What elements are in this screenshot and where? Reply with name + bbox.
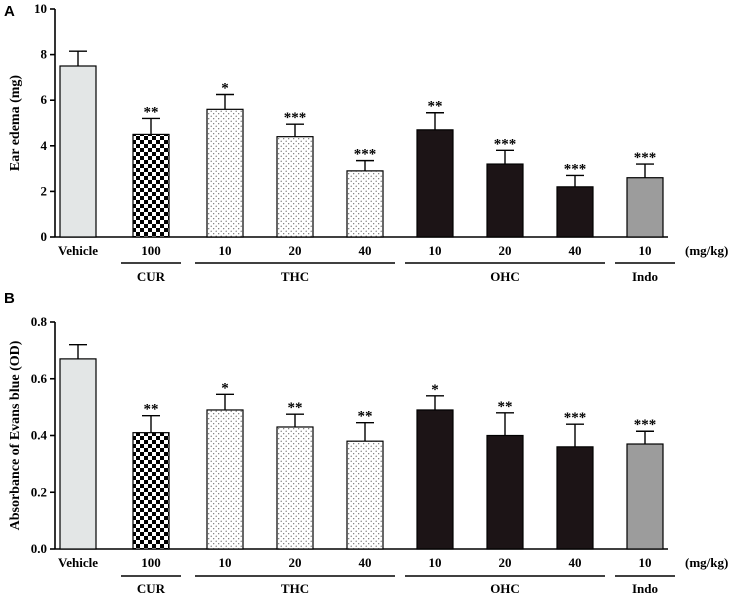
chart-panel-b: 0.0 0.2 0.4 0.6 0.8 Absorbance of Evans blue … — [8, 314, 728, 596]
y-tick-label: 0.2 — [31, 484, 47, 499]
y-tick-label: 8 — [41, 47, 48, 62]
bar — [132, 133, 170, 238]
y-axis-title: Absorbance of Evans blue (OD) — [8, 340, 23, 530]
bar — [556, 446, 594, 550]
group-label: THC — [281, 581, 309, 596]
x-tick-label: Vehicle — [58, 555, 98, 570]
group-label: OHC — [490, 269, 520, 284]
significance-marker: ** — [358, 409, 373, 425]
y-tick-label: 0.0 — [31, 541, 47, 556]
significance-marker: * — [431, 382, 439, 398]
x-tick-label: 10 — [639, 555, 652, 570]
significance-marker: * — [221, 380, 229, 396]
significance-marker: ** — [144, 402, 159, 418]
significance-marker: ** — [428, 99, 443, 115]
x-tick-label: 40 — [359, 555, 372, 570]
x-tick-label: 20 — [289, 555, 302, 570]
panel-label-a: A — [4, 3, 15, 20]
significance-marker: ** — [288, 400, 303, 416]
bar — [556, 186, 594, 238]
chart-panel-a: 0 2 4 6 8 10 Ear edema (mg) Vehicle ** 100 * 10 *** 2… — [8, 1, 728, 284]
group-label: CUR — [137, 269, 166, 284]
y-tick-label: 4 — [41, 138, 48, 153]
y-tick-label: 0 — [41, 229, 48, 244]
dose-unit-label: (mg/kg) — [685, 555, 728, 570]
bar — [486, 434, 524, 550]
significance-marker: *** — [564, 410, 587, 426]
group-label: CUR — [137, 581, 166, 596]
significance-marker: *** — [494, 136, 517, 152]
y-tick-label: 6 — [41, 92, 48, 107]
bar — [276, 136, 314, 238]
x-tick-label: 40 — [359, 243, 372, 258]
x-tick-label: 10 — [219, 555, 232, 570]
y-tick-label: 0.8 — [31, 314, 48, 329]
significance-marker: ** — [498, 399, 513, 415]
x-tick-label: 20 — [499, 243, 512, 258]
y-tick-label: 0.6 — [31, 371, 48, 386]
bar — [276, 426, 314, 550]
group-label: THC — [281, 269, 309, 284]
bar — [626, 443, 664, 550]
bar — [59, 65, 97, 238]
bar — [346, 170, 384, 238]
x-tick-label: 40 — [569, 243, 582, 258]
bar — [206, 409, 244, 550]
group-label: OHC — [490, 581, 520, 596]
panel-label-b: B — [4, 290, 15, 307]
x-tick-label: 10 — [219, 243, 232, 258]
x-tick-label: 100 — [141, 243, 161, 258]
x-tick-label: 40 — [569, 555, 582, 570]
bar — [346, 440, 384, 550]
y-tick-label: 2 — [41, 183, 48, 198]
bar — [206, 108, 244, 238]
x-tick-label: 10 — [429, 243, 442, 258]
significance-marker: *** — [564, 161, 587, 177]
group-label: Indo — [632, 581, 658, 596]
group-label: Indo — [632, 269, 658, 284]
y-tick-label: 0.4 — [31, 428, 48, 443]
significance-marker: *** — [284, 110, 307, 126]
significance-marker: *** — [634, 150, 657, 166]
bar — [132, 432, 170, 550]
significance-marker: * — [221, 81, 229, 97]
y-axis-title: Ear edema (mg) — [8, 75, 23, 171]
y-tick-label: 10 — [34, 1, 47, 16]
bar — [416, 129, 454, 238]
x-tick-label: 100 — [141, 555, 161, 570]
bar — [59, 358, 97, 550]
x-tick-label: 20 — [289, 243, 302, 258]
dose-unit-label: (mg/kg) — [685, 243, 728, 258]
bar — [486, 163, 524, 238]
x-tick-label: Vehicle — [58, 243, 98, 258]
x-tick-label: 10 — [639, 243, 652, 258]
x-tick-label: 20 — [499, 555, 512, 570]
significance-marker: ** — [144, 104, 159, 120]
bar — [626, 177, 664, 238]
x-tick-label: 10 — [429, 555, 442, 570]
significance-marker: *** — [354, 147, 377, 163]
bar — [416, 409, 454, 550]
significance-marker: *** — [634, 417, 657, 433]
